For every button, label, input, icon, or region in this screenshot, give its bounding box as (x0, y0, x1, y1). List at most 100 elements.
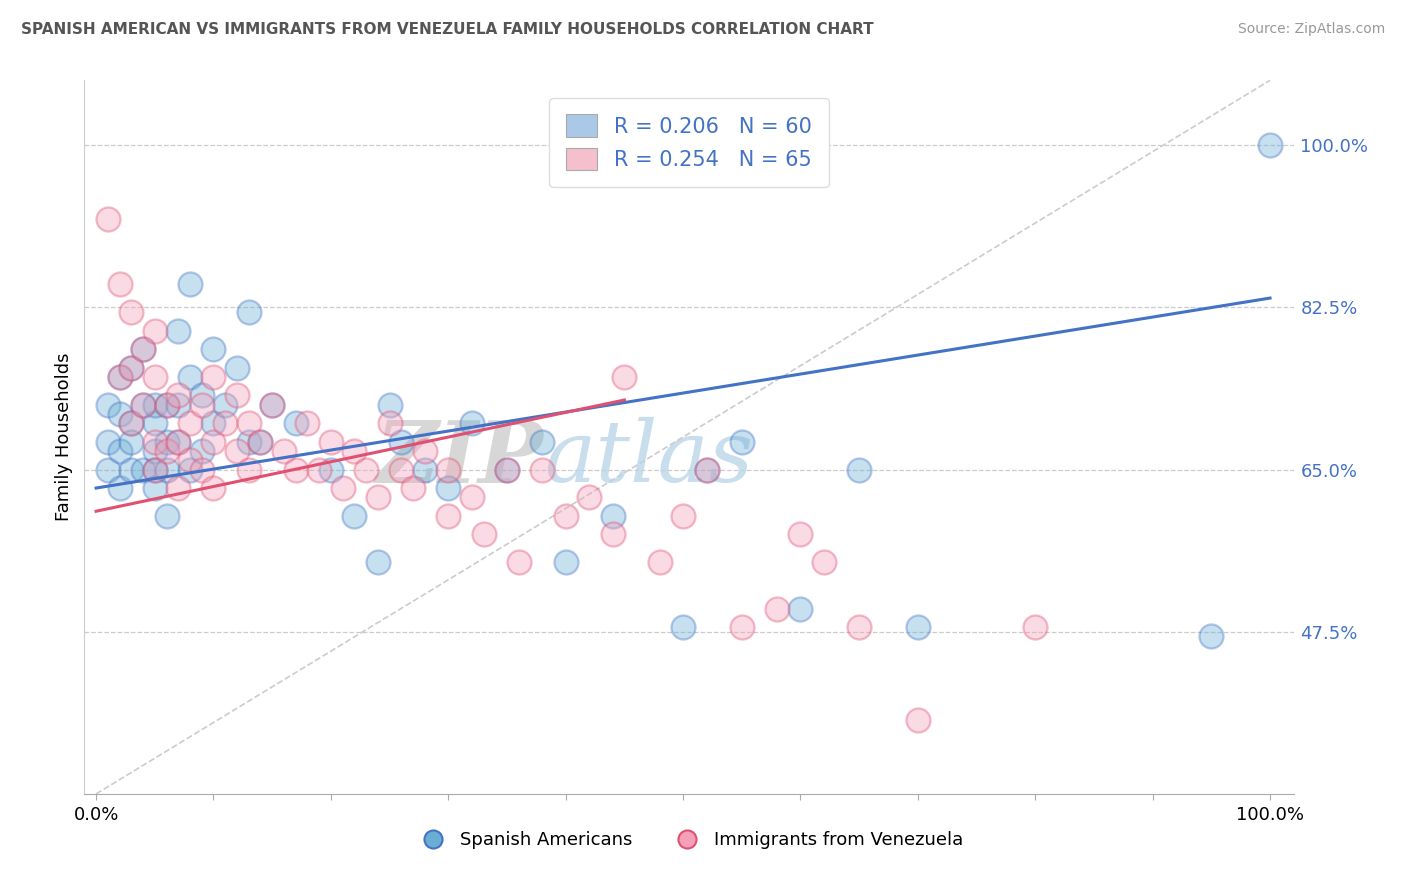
Point (531, 462, 554, 476)
Point (226, 444, 249, 458)
Point (202, 481, 225, 495)
Point (1024, 620, 1046, 634)
Point (120, 305, 142, 319)
Point (226, 360, 249, 375)
Point (378, 398, 401, 412)
Point (108, 444, 131, 458)
Point (202, 416, 225, 430)
Point (766, 601, 789, 615)
Point (319, 434, 342, 449)
Point (167, 481, 190, 495)
Text: ZIP: ZIP (375, 417, 544, 500)
Point (143, 462, 166, 476)
Point (262, 398, 284, 412)
Point (190, 444, 212, 458)
Point (97, 462, 120, 476)
Point (367, 491, 389, 505)
Point (696, 462, 718, 476)
Point (108, 369, 131, 384)
Point (108, 407, 131, 421)
Point (602, 527, 624, 541)
Point (343, 444, 366, 458)
Point (496, 462, 519, 476)
Point (262, 398, 284, 412)
Point (496, 462, 519, 476)
Point (167, 434, 190, 449)
Point (97, 398, 120, 412)
Point (813, 555, 835, 569)
Point (108, 369, 131, 384)
Point (1258, 138, 1281, 153)
Point (389, 434, 412, 449)
Point (120, 416, 142, 430)
Point (155, 508, 177, 523)
Point (190, 398, 212, 412)
Point (155, 398, 177, 412)
Point (108, 481, 131, 495)
Point (143, 369, 166, 384)
Point (179, 369, 201, 384)
Point (354, 462, 377, 476)
Point (97, 434, 120, 449)
Point (132, 398, 155, 412)
Point (297, 416, 319, 430)
Point (273, 444, 295, 458)
Point (120, 416, 142, 430)
Point (308, 462, 330, 476)
Point (602, 508, 624, 523)
Text: SPANISH AMERICAN VS IMMIGRANTS FROM VENEZUELA FAMILY HOUSEHOLDS CORRELATION CHAR: SPANISH AMERICAN VS IMMIGRANTS FROM VENE… (21, 22, 873, 37)
Point (155, 444, 177, 458)
Y-axis label: Family Households: Family Households (55, 353, 73, 521)
Point (249, 434, 271, 449)
Point (179, 277, 201, 292)
Point (108, 277, 131, 292)
Point (731, 620, 754, 634)
Point (120, 462, 142, 476)
Point (143, 416, 166, 430)
Point (1201, 629, 1223, 643)
Point (672, 620, 695, 634)
Point (143, 398, 166, 412)
Point (214, 398, 236, 412)
Point (648, 555, 671, 569)
Point (508, 555, 530, 569)
Point (907, 713, 929, 727)
Point (167, 398, 190, 412)
Point (319, 462, 342, 476)
Point (167, 388, 190, 402)
Point (202, 434, 225, 449)
Point (179, 453, 201, 467)
Point (848, 462, 870, 476)
Point (907, 620, 929, 634)
Point (143, 434, 166, 449)
Point (190, 388, 212, 402)
Point (179, 462, 201, 476)
Point (132, 462, 155, 476)
Point (554, 555, 576, 569)
Point (167, 324, 190, 338)
Point (120, 360, 142, 375)
Point (402, 481, 425, 495)
Point (531, 434, 554, 449)
Point (437, 508, 460, 523)
Point (120, 434, 142, 449)
Point (613, 369, 636, 384)
Point (132, 342, 155, 356)
Point (143, 462, 166, 476)
Point (461, 491, 484, 505)
Point (238, 305, 260, 319)
Text: atlas: atlas (544, 417, 754, 500)
Point (461, 416, 484, 430)
Point (155, 434, 177, 449)
Point (249, 434, 271, 449)
Point (155, 462, 177, 476)
Legend: Spanish Americans, Immigrants from Venezuela: Spanish Americans, Immigrants from Venez… (408, 824, 970, 856)
Point (132, 398, 155, 412)
Text: Source: ZipAtlas.com: Source: ZipAtlas.com (1237, 22, 1385, 37)
Point (696, 462, 718, 476)
Point (97, 212, 120, 227)
Point (343, 508, 366, 523)
Point (413, 444, 436, 458)
Point (143, 324, 166, 338)
Point (202, 369, 225, 384)
